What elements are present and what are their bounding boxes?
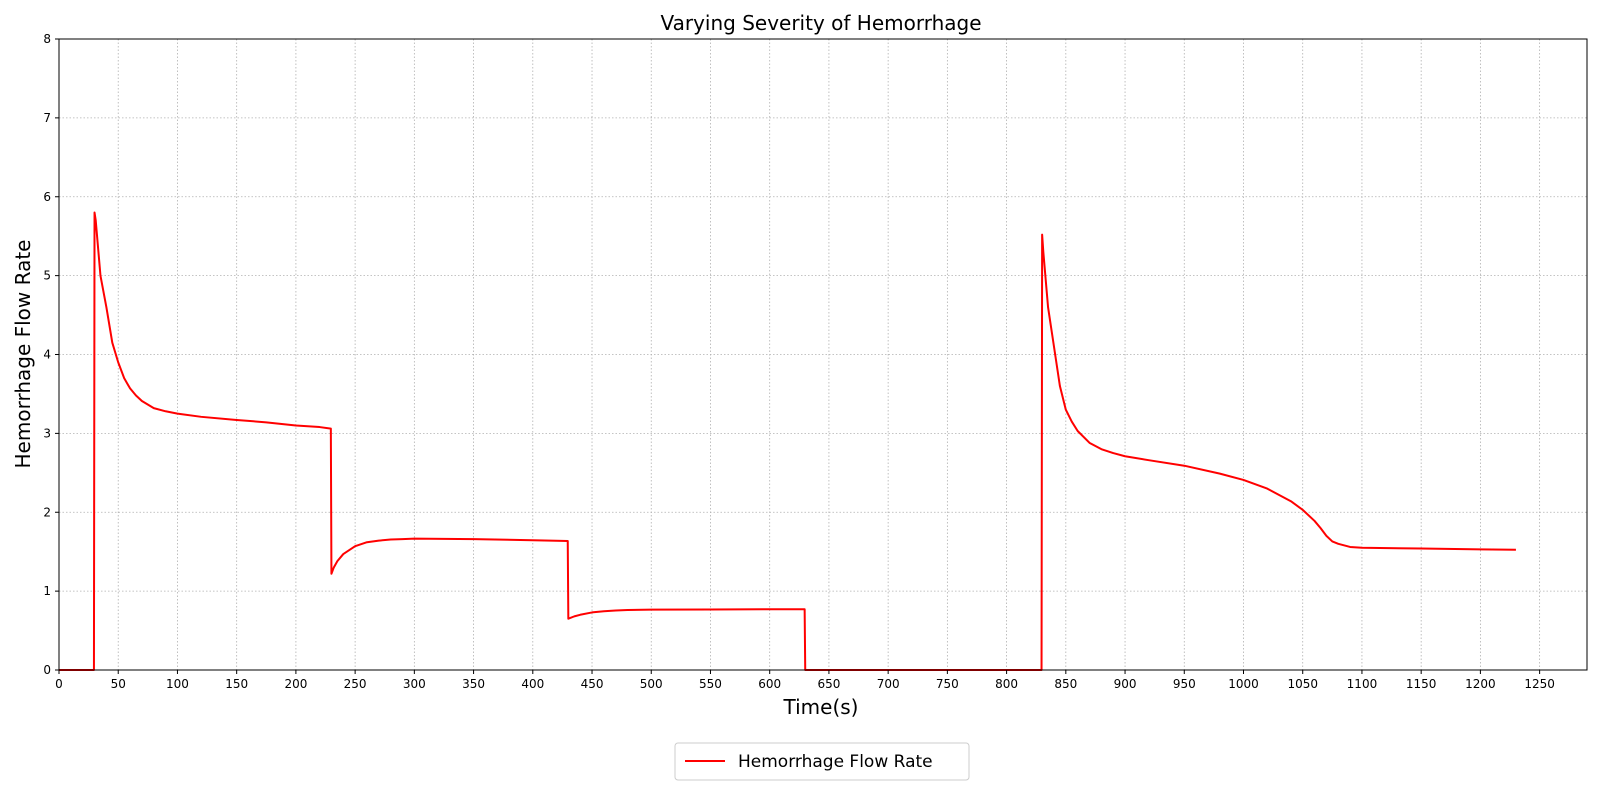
ticks: 0 50 100 150 200 250 300 350 400 450 500 550 600 650 7… (43, 32, 1555, 691)
series-layer (59, 211, 1516, 671)
y-axis-label: Hemorrhage Flow Rate (11, 240, 35, 469)
legend: Hemorrhage Flow Rate (674, 742, 970, 781)
x-tick-label: 1000 (1228, 677, 1259, 691)
x-tick-label: 950 (1173, 677, 1196, 691)
x-tick-label: 50 (111, 677, 126, 691)
legend-box (674, 742, 970, 781)
y-tick-label: 1 (43, 584, 51, 598)
x-tick-label: 1050 (1287, 677, 1318, 691)
x-tick-label: 1150 (1406, 677, 1437, 691)
y-tick-label: 0 (43, 663, 51, 677)
y-tick-label: 2 (43, 505, 51, 519)
x-tick-label: 1250 (1524, 677, 1555, 691)
x-tick-label: 1200 (1465, 677, 1496, 691)
x-tick-label: 200 (284, 677, 307, 691)
x-tick-label: 750 (936, 677, 959, 691)
x-tick-label: 550 (699, 677, 722, 691)
x-tick-label: 800 (995, 677, 1018, 691)
x-tick-label: 650 (817, 677, 840, 691)
x-tick-label: 350 (462, 677, 485, 691)
x-tick-label: 850 (1054, 677, 1077, 691)
x-tick-label: 250 (344, 677, 367, 691)
x-tick-label: 700 (877, 677, 900, 691)
chart-title: Varying Severity of Hemorrhage (660, 11, 981, 35)
y-tick-label: 8 (43, 32, 51, 46)
grid (58, 38, 1587, 671)
x-tick-label: 400 (521, 677, 544, 691)
legend-label: Hemorrhage Flow Rate (738, 752, 933, 772)
x-tick-label: 0 (55, 677, 63, 691)
y-tick-label: 4 (43, 348, 51, 362)
x-tick-label: 900 (1114, 677, 1137, 691)
x-tick-label: 150 (225, 677, 248, 691)
x-tick-label: 1100 (1347, 677, 1378, 691)
y-tick-label: 7 (43, 111, 51, 125)
y-tick-label: 6 (43, 190, 51, 204)
x-tick-label: 450 (581, 677, 604, 691)
x-tick-label: 600 (758, 677, 781, 691)
x-tick-label: 100 (166, 677, 189, 691)
x-axis-label: Time(s) (783, 695, 859, 719)
y-tick-label: 5 (43, 269, 51, 283)
series-line (59, 211, 1516, 671)
x-tick-label: 500 (640, 677, 663, 691)
x-tick-label: 300 (403, 677, 426, 691)
y-tick-label: 3 (43, 426, 51, 440)
